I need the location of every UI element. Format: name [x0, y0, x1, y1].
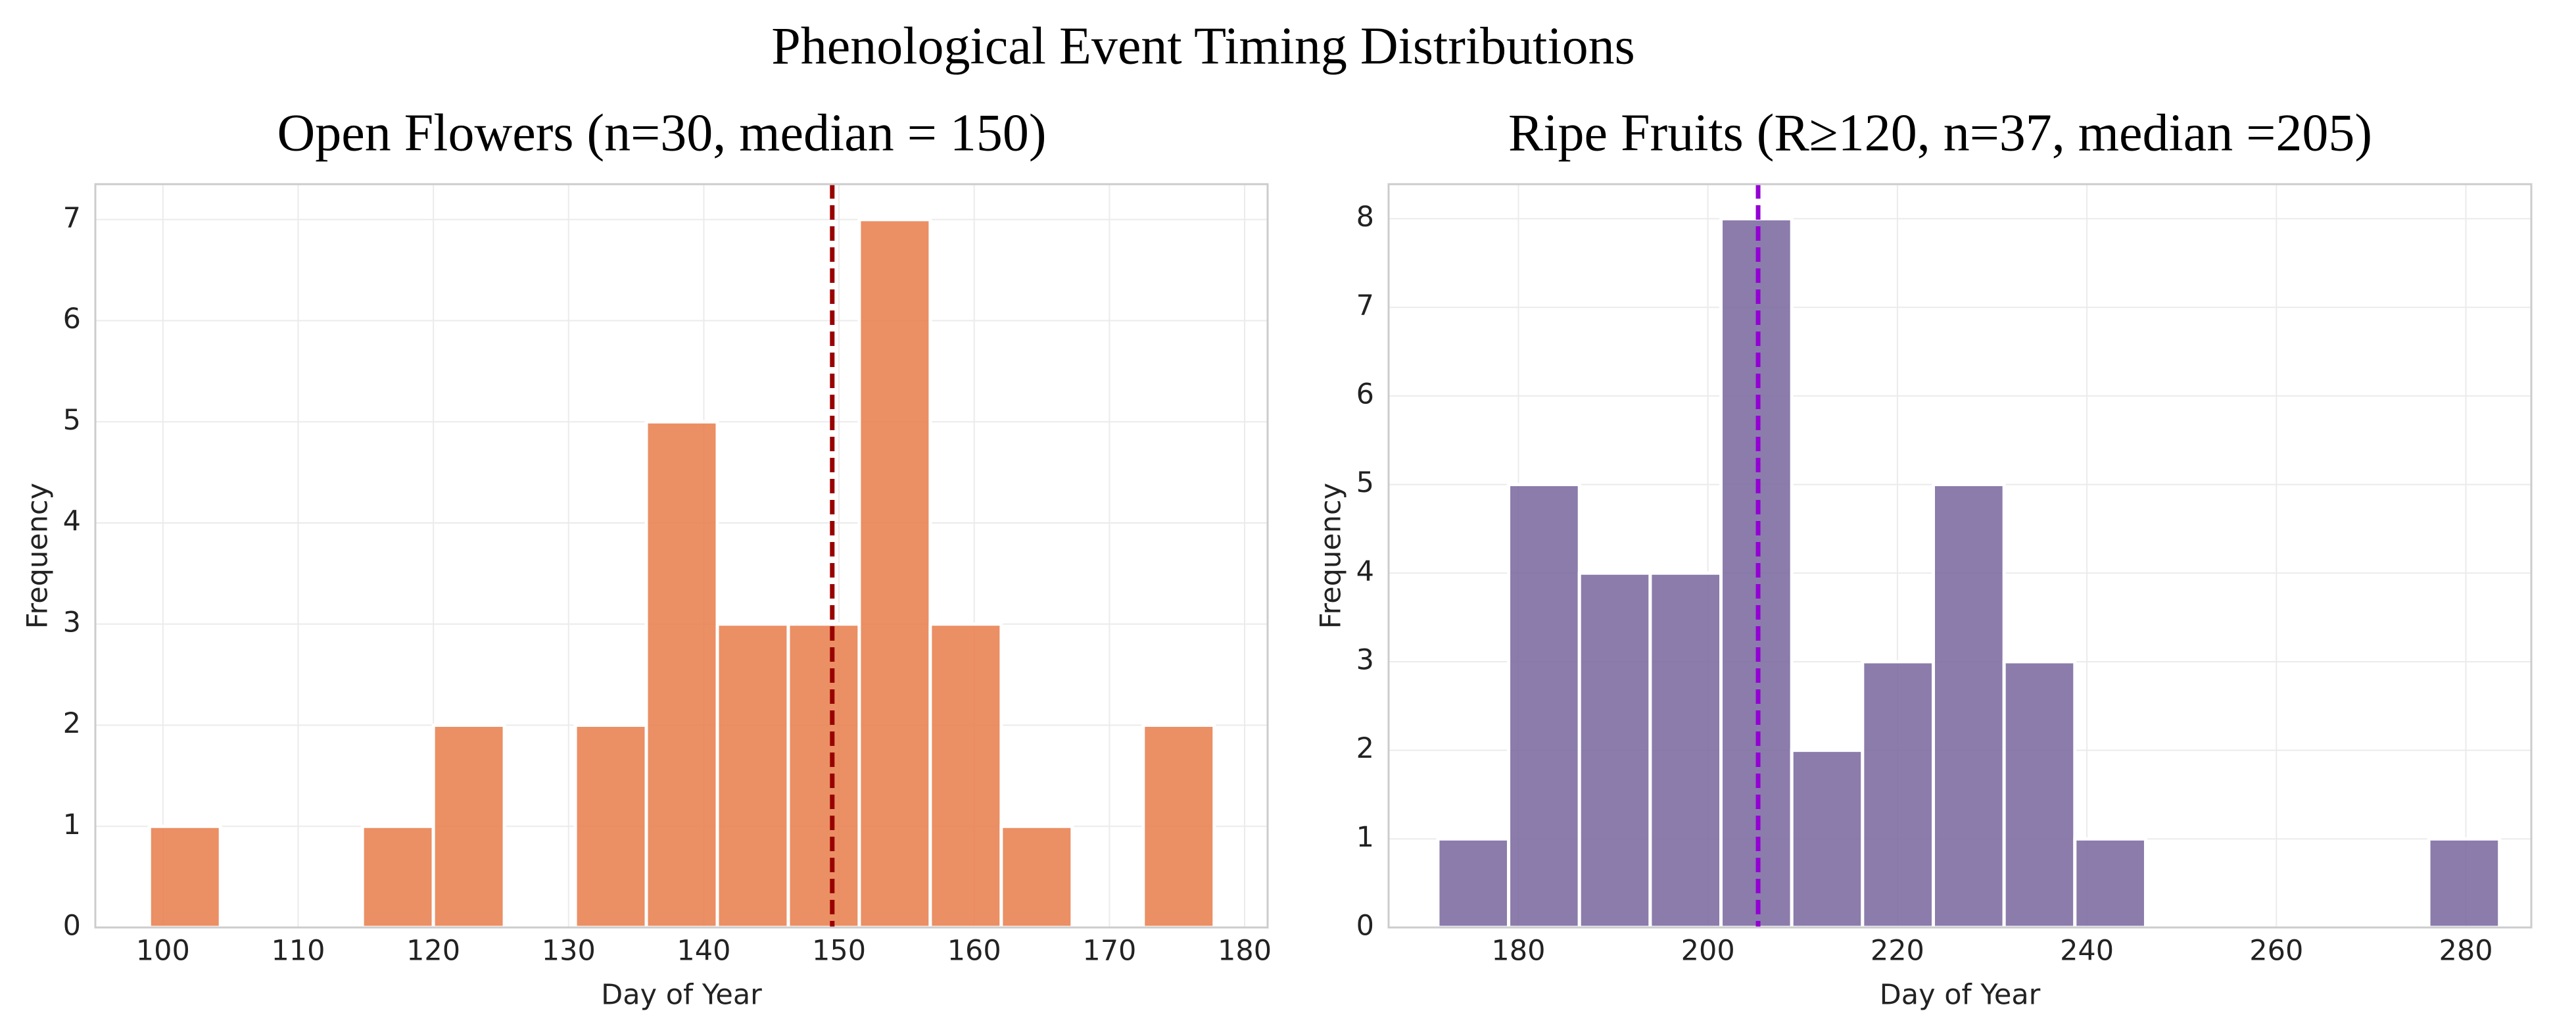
figure-title: Phenological Event Timing Distributions [771, 17, 1634, 75]
bar [1436, 837, 1511, 929]
y-tick-label: 8 [1356, 201, 1374, 234]
x-tick-label: 180 [1218, 935, 1272, 968]
y-tick-label: 4 [1356, 555, 1374, 588]
bar [857, 218, 932, 929]
y-tick-label: 6 [1356, 378, 1374, 410]
y-tick-label: 1 [1356, 821, 1374, 854]
bar [147, 824, 222, 929]
y-tick-label: 0 [1356, 910, 1374, 943]
y-tick-label: 5 [63, 404, 81, 437]
y-tick-label: 7 [1356, 289, 1374, 322]
plot-frame [94, 183, 1269, 929]
bar [1577, 571, 1652, 929]
plot-frame [1387, 183, 2533, 929]
y-tick-label: 0 [63, 910, 81, 943]
x-tick-label: 240 [2060, 935, 2114, 968]
y-tick-label: 3 [1356, 643, 1374, 676]
x-tick-label: 170 [1082, 935, 1136, 968]
x-tick-label: 100 [136, 935, 190, 968]
bar [715, 622, 790, 929]
y-tick-label: 5 [1356, 466, 1374, 499]
x-tick-label: 120 [406, 935, 460, 968]
x-tick-label: 150 [812, 935, 866, 968]
y-tick-label: 1 [63, 808, 81, 841]
x-tick-label: 160 [947, 935, 1001, 968]
x-tick-label: 140 [677, 935, 730, 968]
y-tick-label: 2 [63, 707, 81, 740]
y-axis-label: Frequency [22, 483, 55, 629]
x-tick-label: 200 [1681, 935, 1735, 968]
bar [2002, 660, 2077, 929]
x-tick-label: 110 [271, 935, 325, 968]
x-tick-label: 260 [2249, 935, 2303, 968]
bar [1141, 724, 1216, 929]
bar [1790, 749, 1865, 929]
bar [360, 824, 435, 929]
bar [2427, 837, 2502, 929]
bar [431, 724, 506, 929]
bar [999, 824, 1074, 929]
bar [1861, 660, 1936, 929]
y-tick-label: 7 [63, 201, 81, 234]
x-axis-label: Day of Year [1880, 979, 2041, 1012]
y-tick-label: 6 [63, 303, 81, 335]
bar [1648, 571, 1723, 929]
y-tick-label: 3 [63, 606, 81, 639]
bar [1932, 483, 2006, 929]
subplot-title: Ripe Fruits (R≥120, n=37, median =205) [1508, 104, 2372, 162]
x-tick-label: 280 [2439, 935, 2493, 968]
y-axis-label: Frequency [1315, 483, 1348, 629]
bar [2073, 837, 2147, 929]
x-tick-label: 220 [1871, 935, 1924, 968]
bar [644, 420, 719, 929]
y-tick-label: 2 [1356, 732, 1374, 765]
y-tick-label: 4 [63, 505, 81, 538]
bar [573, 724, 648, 929]
x-tick-label: 130 [542, 935, 596, 968]
x-axis-label: Day of Year [601, 979, 762, 1012]
x-tick-label: 180 [1491, 935, 1545, 968]
bar [786, 622, 861, 929]
bar [1507, 483, 1581, 929]
bar [928, 622, 1003, 929]
subplot-title: Open Flowers (n=30, median = 150) [277, 104, 1046, 162]
